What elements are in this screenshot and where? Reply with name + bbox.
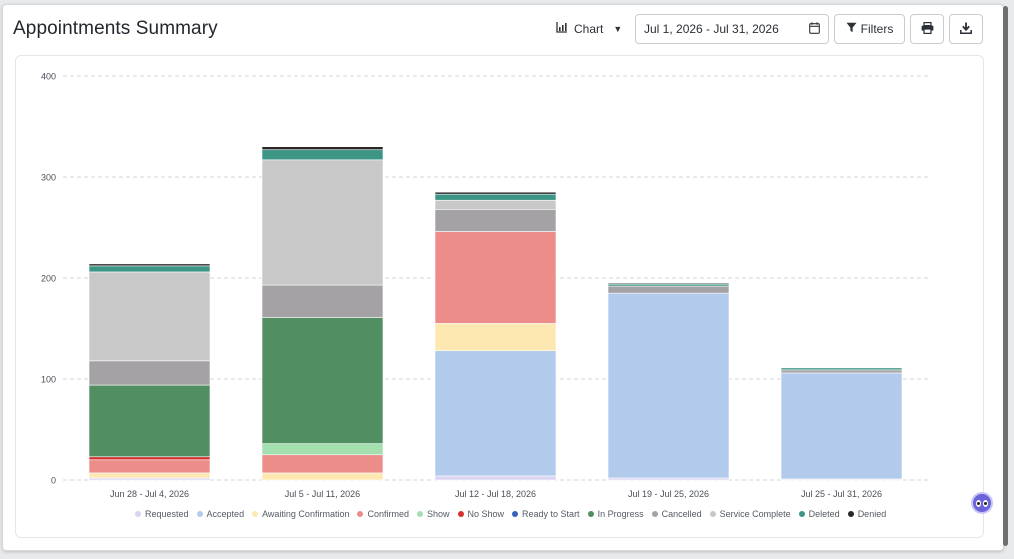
print-button[interactable] — [910, 14, 944, 44]
filters-button[interactable]: Filters — [834, 14, 905, 44]
x-tick-label: Jul 25 - Jul 31, 2026 — [801, 489, 882, 499]
bar-segment — [607, 292, 730, 479]
legend-item[interactable]: Service Complete — [709, 509, 791, 519]
legend-label: In Progress — [597, 509, 644, 519]
legend-label: Service Complete — [719, 509, 791, 519]
calendar-icon[interactable] — [809, 21, 820, 37]
bar-segment — [607, 477, 730, 481]
legend-swatch — [512, 511, 519, 517]
bar-segment — [434, 199, 557, 210]
bar-segment — [88, 263, 211, 267]
bar-segment — [88, 472, 211, 479]
x-tick-label: Jun 28 - Jul 4, 2026 — [110, 489, 189, 499]
legend-swatch — [457, 511, 464, 517]
x-tick-label: Jul 5 - Jul 11, 2026 — [285, 489, 360, 499]
bar-segment — [261, 159, 384, 286]
bar-segment — [261, 472, 384, 481]
bar-segment — [434, 350, 557, 477]
download-button[interactable] — [949, 14, 983, 44]
bar-segment — [607, 282, 730, 285]
legend-swatch — [135, 511, 141, 517]
legend-swatch — [416, 511, 423, 517]
legend-swatch — [357, 511, 364, 517]
legend-swatch — [847, 511, 854, 517]
legend-item[interactable]: Requested — [135, 509, 189, 519]
legend-swatch — [709, 511, 716, 517]
legend-label: Ready to Start — [522, 509, 580, 519]
legend-item[interactable]: Ready to Start — [512, 509, 580, 519]
legend-item[interactable]: Deleted — [798, 509, 840, 519]
bar-segment — [88, 271, 211, 362]
bar-segment — [261, 146, 384, 151]
bar-segment — [434, 209, 557, 232]
legend-item[interactable]: Denied — [847, 509, 887, 519]
bar-segment — [780, 369, 903, 374]
bar-segment — [88, 459, 211, 474]
legend-item[interactable]: Show — [416, 509, 450, 519]
bar-segment — [88, 456, 211, 461]
legend-label: Denied — [857, 509, 887, 519]
bar-chart-icon — [556, 22, 568, 36]
y-tick-label: 300 — [41, 173, 56, 183]
legend-item[interactable]: No Show — [457, 509, 505, 519]
bar-segment — [88, 265, 211, 273]
x-tick-label: Jul 19 - Jul 25, 2026 — [628, 489, 709, 499]
funnel-icon — [846, 22, 857, 36]
view-label: Chart — [574, 22, 604, 36]
bar-segment — [434, 193, 557, 201]
legend-item[interactable]: Accepted — [196, 509, 245, 519]
bar-segment — [780, 372, 903, 480]
legend-label: Show — [426, 509, 450, 519]
legend-label: Accepted — [206, 509, 245, 519]
y-tick-label: 200 — [41, 274, 56, 284]
chart-legend: Requested Accepted Awaiting Confirmation Co… — [135, 509, 886, 519]
legend-swatch — [651, 511, 658, 517]
bar-segment — [261, 149, 384, 161]
filters-label: Filters — [860, 22, 894, 36]
legend-swatch — [587, 511, 594, 517]
date-range-input[interactable]: Jul 1, 2026 - Jul 31, 2026 — [635, 14, 829, 44]
bar-segment — [88, 384, 211, 458]
date-range-value: Jul 1, 2026 - Jul 31, 2026 — [644, 22, 779, 36]
bar-segment — [261, 284, 384, 318]
legend-swatch — [252, 511, 259, 517]
bar-segment — [434, 475, 557, 481]
bar-segment — [88, 360, 211, 386]
view-toggle-button[interactable]: Chart ▼ — [556, 15, 622, 43]
bar-segment — [261, 443, 384, 456]
legend-swatch — [798, 511, 805, 517]
legend-label: No Show — [467, 509, 505, 519]
legend-item[interactable]: Awaiting Confirmation — [252, 509, 349, 519]
bar-segment — [261, 317, 384, 444]
legend-label: Requested — [145, 509, 189, 519]
bar-segment — [434, 323, 557, 352]
legend-item[interactable]: Cancelled — [651, 509, 702, 519]
page-title: Appointments Summary — [13, 18, 218, 39]
legend-label: Confirmed — [367, 509, 409, 519]
legend-swatch — [196, 511, 203, 517]
y-tick-label: 0 — [51, 476, 56, 486]
legend-label: Awaiting Confirmation — [262, 509, 350, 519]
caret-down-icon: ▼ — [613, 24, 623, 34]
legend-label: Deleted — [808, 509, 840, 519]
vertical-scrollbar[interactable] — [1003, 6, 1008, 546]
bar-segment — [434, 231, 557, 324]
bar-segment — [261, 454, 384, 474]
assistant-face-icon[interactable] — [971, 492, 993, 514]
legend-item[interactable]: Confirmed — [357, 509, 409, 519]
download-icon — [960, 22, 972, 37]
bar-segment — [607, 285, 730, 294]
y-tick-label: 400 — [41, 72, 56, 82]
legend-item[interactable]: In Progress — [587, 509, 644, 519]
x-tick-label: Jul 12 - Jul 18, 2026 — [455, 489, 536, 499]
bar-segment — [780, 367, 903, 371]
bar-segment — [607, 283, 730, 287]
y-tick-label: 100 — [41, 375, 56, 385]
legend-label: Cancelled — [661, 509, 702, 519]
bar-segment — [434, 191, 557, 195]
printer-icon — [921, 21, 934, 37]
bar-segment — [88, 477, 211, 481]
